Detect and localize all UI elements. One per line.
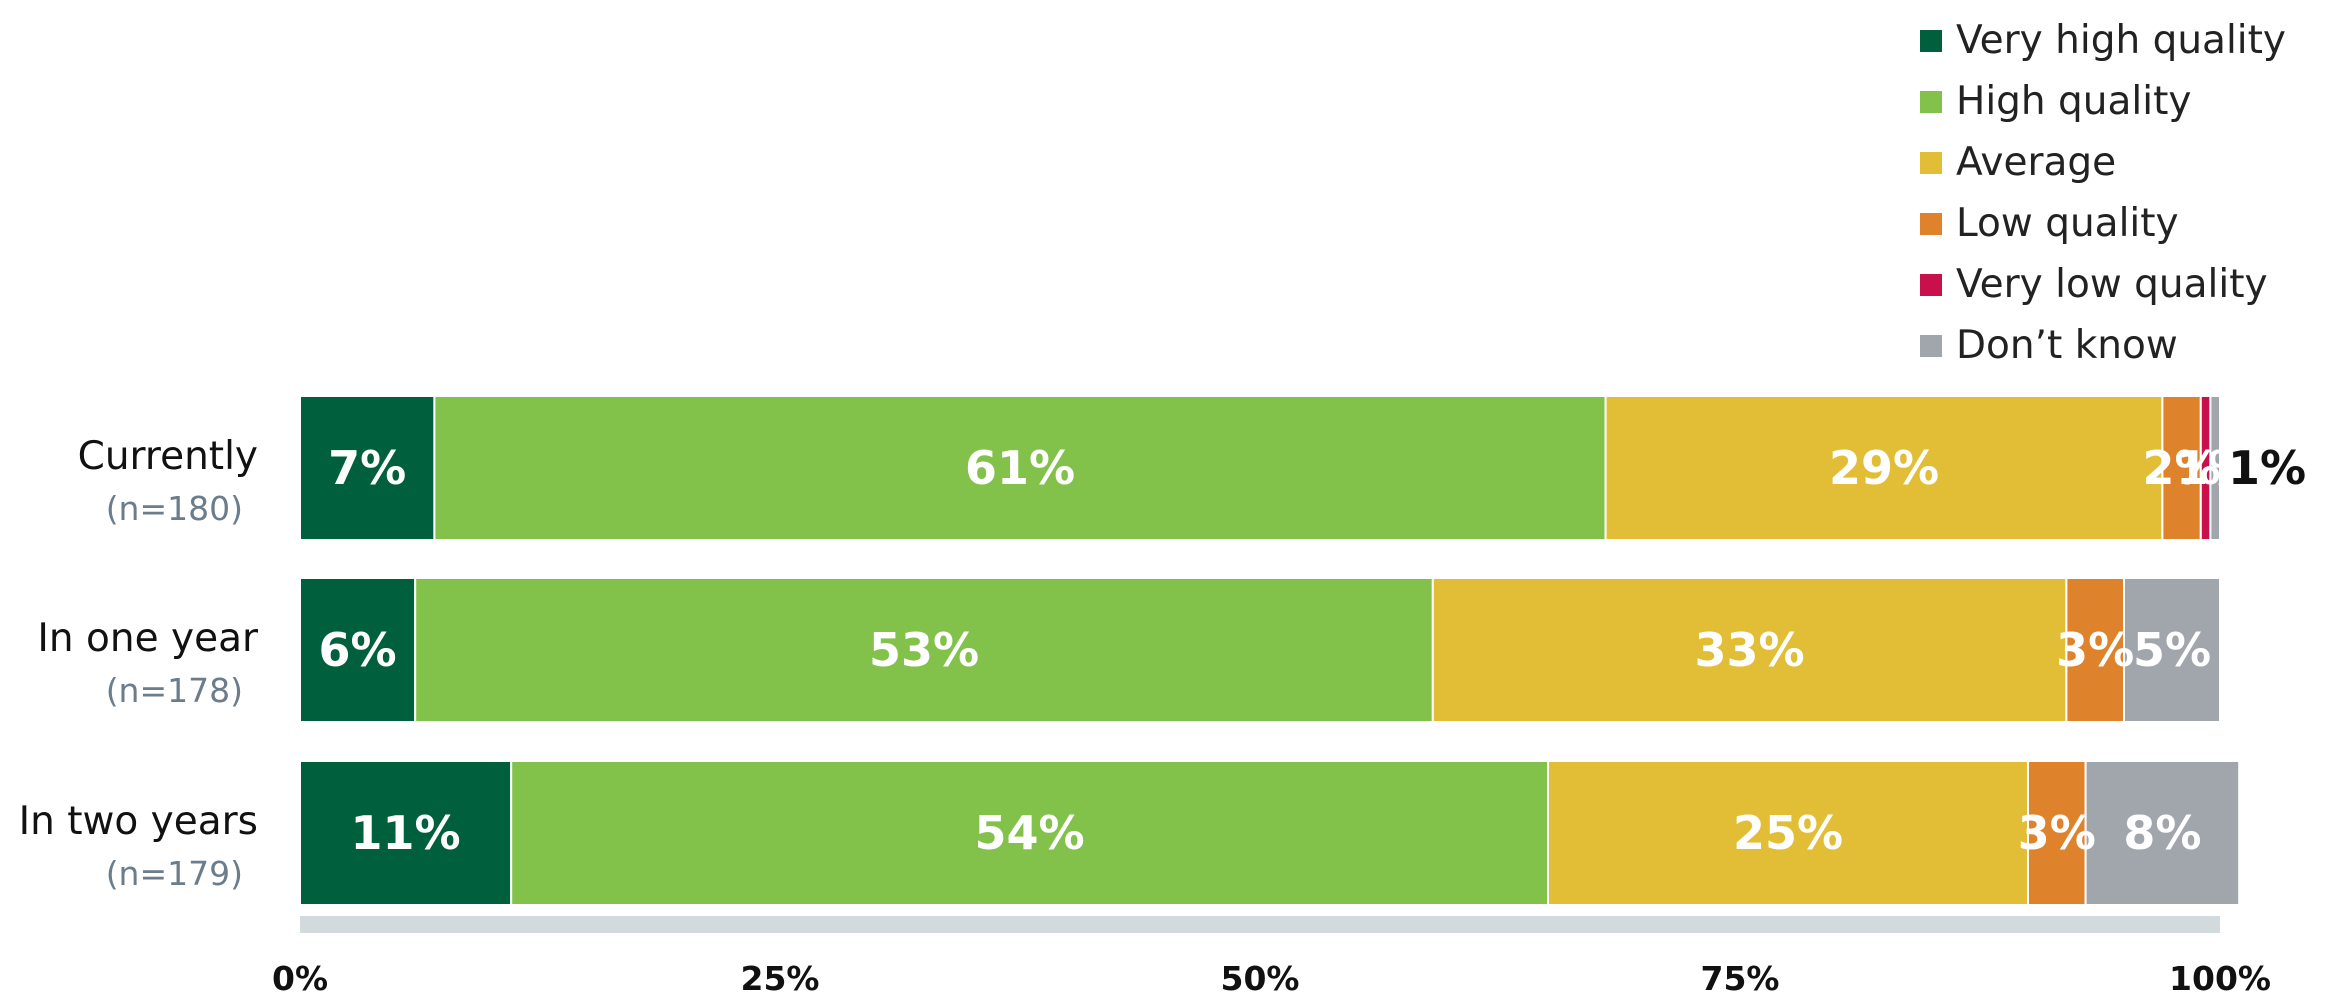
bar-value-label: 2% <box>2143 441 2221 495</box>
legend-label: Very low quality <box>1956 262 2268 307</box>
bar-value-label: 7% <box>328 441 406 495</box>
bar-value-label: 11% <box>351 806 461 860</box>
category-label: Currently <box>78 434 258 479</box>
bar-value-label: 1% <box>2176 441 2254 495</box>
bar-value-label: 3% <box>2018 806 2096 860</box>
category-label: In one year <box>37 616 259 661</box>
x-tick-label: 0% <box>272 959 328 998</box>
bar-segment <box>299 760 513 906</box>
bar-segment <box>2123 577 2221 723</box>
x-tick-label: 75% <box>1701 959 1780 998</box>
legend-item: High quality <box>1920 71 2286 132</box>
bar-segment <box>2209 395 2221 541</box>
legend-label: Very high quality <box>1956 18 2286 63</box>
legend-swatch <box>1920 334 1942 357</box>
bar-value-label: 29% <box>1829 441 1939 495</box>
legend-item: Low quality <box>1920 193 2286 254</box>
bar-segment <box>2065 577 2125 723</box>
sample-size-label: (n=179) <box>106 854 243 893</box>
bar-segment <box>433 395 1607 541</box>
bar-segment <box>414 577 1434 723</box>
legend-item: Don’t know <box>1920 315 2286 376</box>
bar-value-label: 61% <box>965 441 1075 495</box>
legend-item: Very low quality <box>1920 254 2286 315</box>
bar-segment <box>2084 760 2241 906</box>
legend-label: Average <box>1956 140 2117 185</box>
bar-segment <box>299 395 436 541</box>
bar-value-label: 33% <box>1695 623 1805 677</box>
sample-size-label: (n=178) <box>106 671 243 710</box>
bars-group: 7% 61% 29% 2%1%1%6% 53% 33% 3%5%11% 54% 25% 3% 8% <box>299 395 2306 906</box>
bar-value-label: 8% <box>2123 806 2201 860</box>
legend-item: Average <box>1920 132 2286 193</box>
x-axis-line <box>300 916 2220 933</box>
bar-value-label: 54% <box>975 806 1085 860</box>
legend: Very high quality High quality Average Low … <box>1920 10 2286 376</box>
legend-swatch <box>1920 90 1942 113</box>
bar-value-label: 53% <box>869 623 979 677</box>
legend-swatch <box>1920 151 1942 174</box>
bar-segment <box>1604 395 2164 541</box>
bar-value-label: 5% <box>2133 623 2211 677</box>
bar-segment <box>510 760 1550 906</box>
legend-label: Don’t know <box>1956 323 2178 368</box>
legend-label: High quality <box>1956 79 2192 124</box>
bar-segment <box>299 577 417 723</box>
x-tick-label: 25% <box>741 959 820 998</box>
outside-value-label: 1% <box>2228 441 2306 495</box>
x-tick-label: 100% <box>2169 959 2271 998</box>
bar-value-label: 3% <box>2056 623 2134 677</box>
category-labels: Currently (n=180) In one year (n=178) In two… <box>19 434 259 893</box>
legend-label: Low quality <box>1956 201 2179 246</box>
legend-swatch <box>1920 212 1942 235</box>
legend-item: Very high quality <box>1920 10 2286 71</box>
x-axis: 0% 25% 50% 75% 100% <box>272 916 2271 998</box>
bar-value-label: 6% <box>319 623 397 677</box>
sample-size-label: (n=180) <box>106 489 243 528</box>
x-tick-label: 50% <box>1221 959 1300 998</box>
bar-segment <box>1431 577 2068 723</box>
bar-value-label: 25% <box>1733 806 1843 860</box>
legend-swatch <box>1920 273 1942 296</box>
category-label: In two years <box>19 799 258 844</box>
legend-swatch <box>1920 29 1942 52</box>
